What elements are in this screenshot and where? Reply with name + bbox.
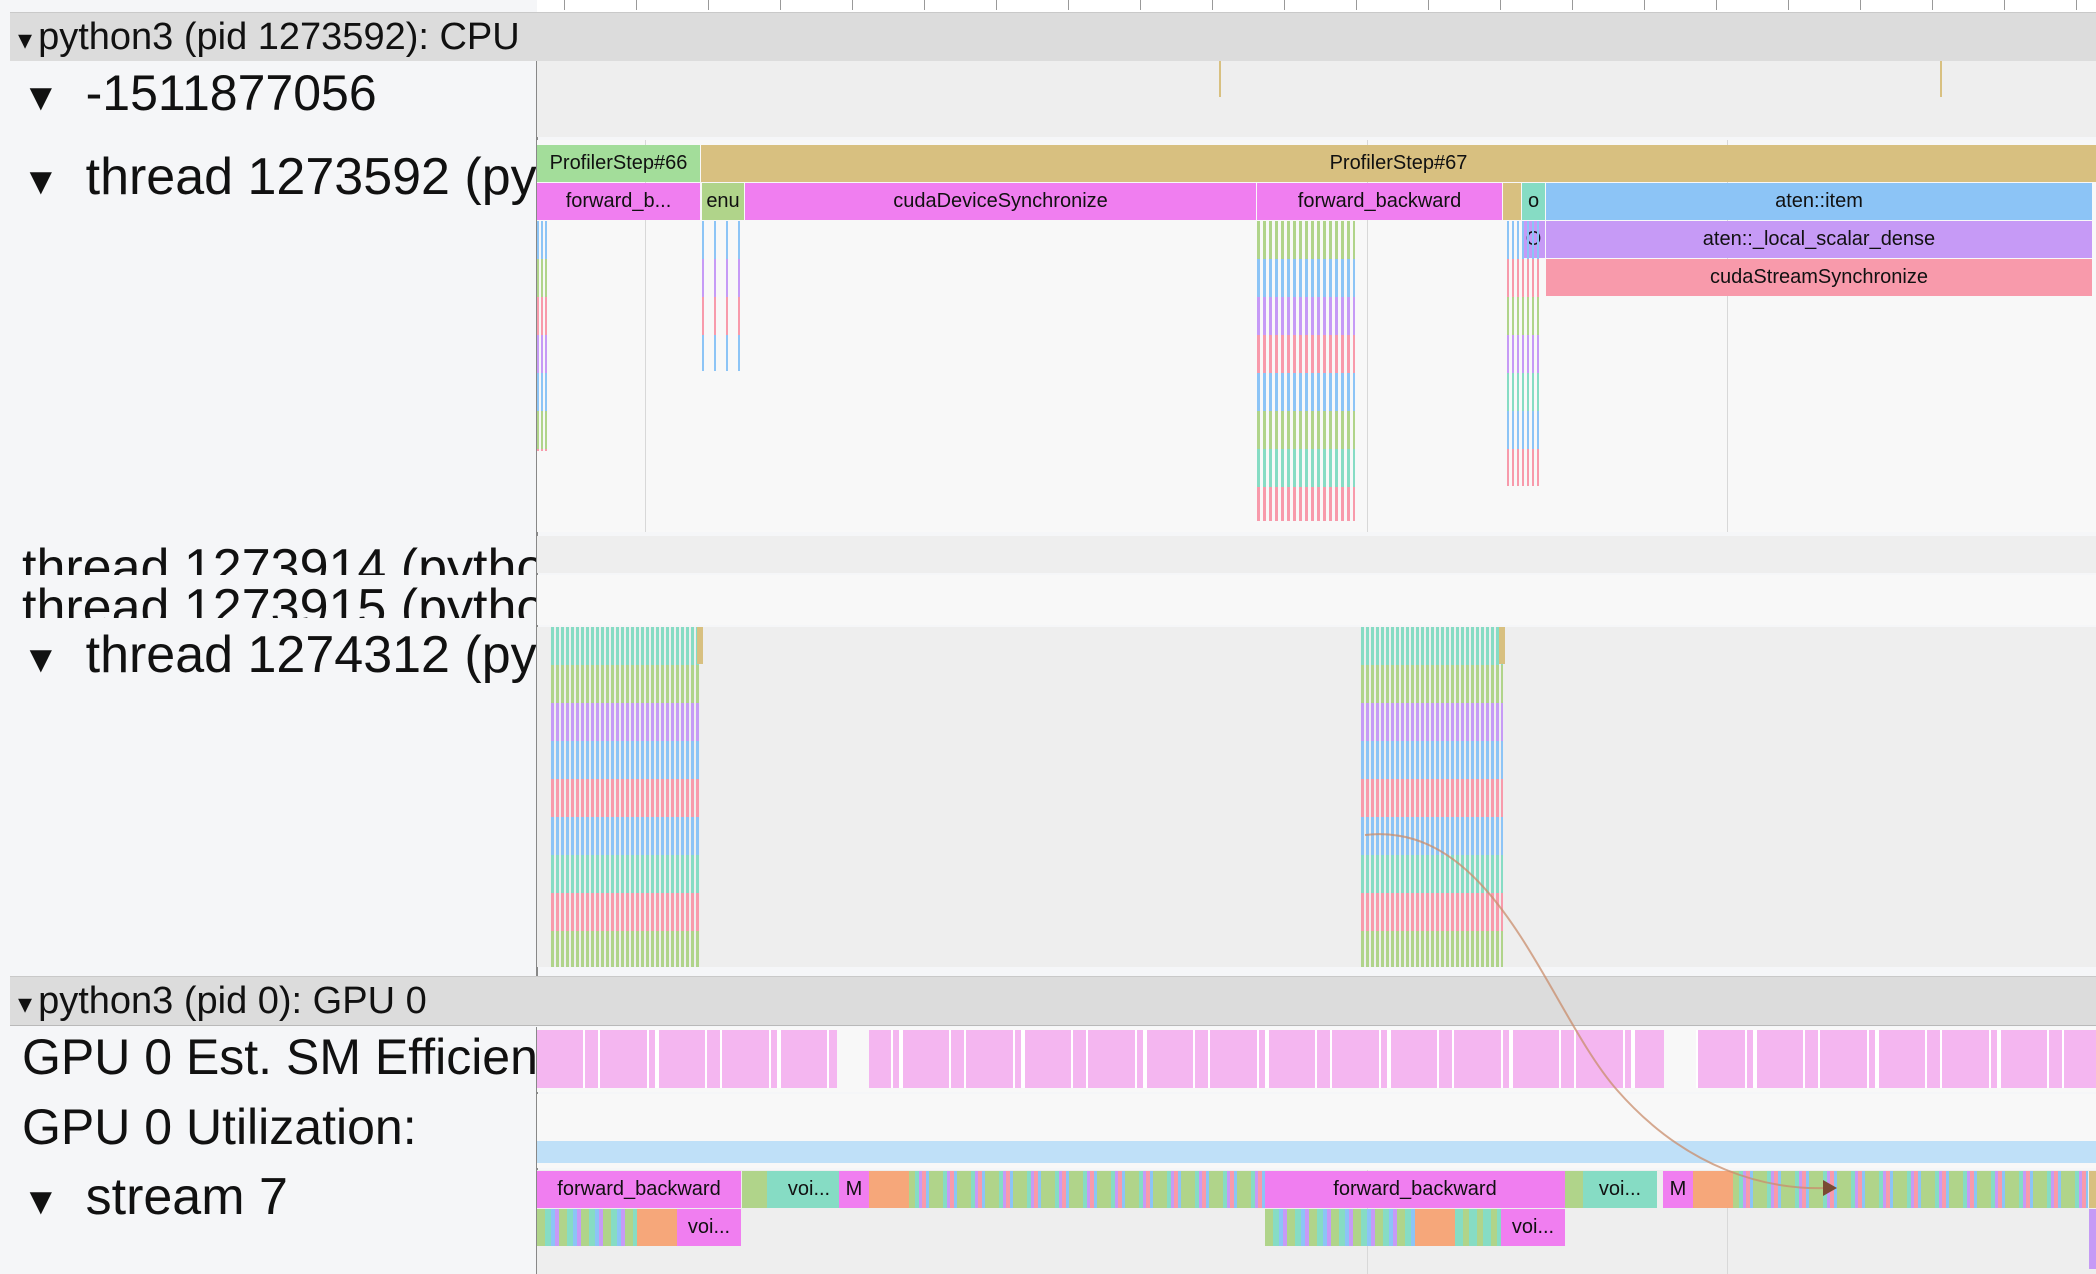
sm-gap (1664, 1030, 1696, 1088)
ruler-tick (636, 0, 637, 10)
slice-aten-item[interactable]: aten::item (1546, 183, 2092, 220)
slice-gpu-M[interactable]: M (839, 1171, 869, 1208)
row-label-sm-efficiency[interactable]: GPU 0 Est. SM Efficiency (22, 1029, 538, 1085)
kernel-block (869, 1171, 909, 1208)
gpu-label-column: GPU 0 Est. SM Efficiency GPU 0 Utilizati… (10, 1027, 538, 1274)
ruler-tick (1500, 0, 1501, 10)
counter-spike (1940, 61, 1942, 97)
call-stack (702, 221, 744, 371)
ruler-tick (2076, 0, 2077, 10)
collapse-triangle-icon[interactable]: ▾ (18, 988, 33, 1019)
kernel-block (1415, 1209, 1455, 1246)
slice-o[interactable]: o (1522, 183, 1545, 220)
slice-cuda-device-synchronize[interactable]: cudaDeviceSynchronize (745, 183, 1256, 220)
slice-enu[interactable]: enu (702, 183, 744, 220)
ruler-tick (1572, 0, 1573, 10)
ruler-tick (996, 0, 997, 10)
collapse-triangle-icon[interactable]: ▾ (18, 24, 33, 55)
row-label-stream-7[interactable]: ▼ stream 7 (22, 1167, 288, 1232)
ruler-tick (924, 0, 925, 10)
sm-efficiency-fill (537, 1030, 2096, 1088)
ruler-tick (1860, 0, 1861, 10)
row-label-thread-914[interactable]: thread 1273914 (python3) (22, 539, 536, 575)
expand-triangle-icon[interactable]: ▼ (22, 639, 60, 681)
slice-small[interactable] (1503, 183, 1521, 220)
call-stack (1361, 627, 1503, 967)
slice-forward-backward[interactable]: forward_backward (1257, 183, 1502, 220)
utilization-fill (537, 1141, 2096, 1163)
expand-triangle-icon[interactable]: ▼ (22, 161, 60, 203)
slice-aten-local-scalar-dense[interactable]: aten::_local_scalar_dense (1546, 221, 2092, 258)
track-stream-7[interactable]: forward_backward voi... M forward_backwa… (537, 1170, 2096, 1274)
row-label-thread-main[interactable]: ▼thread 1273592 (python3) (22, 147, 536, 212)
sm-gap (837, 1030, 869, 1088)
row-label-utilization[interactable]: GPU 0 Utilization: (22, 1099, 417, 1155)
ruler-tick (1284, 0, 1285, 10)
slice-gpu-forward-backward[interactable]: forward_backward (1265, 1171, 1565, 1208)
kernel-block (1565, 1171, 1583, 1208)
slice-gpu-voi[interactable]: voi... (767, 1171, 851, 1208)
row-label-thread-4312[interactable]: ▼thread 1274312 (python3) (22, 625, 536, 690)
slice-cuda-stream-synchronize[interactable]: cudaStreamSynchronize (1546, 259, 2092, 296)
kernel-block (1733, 1171, 2088, 1208)
ruler-tick (708, 0, 709, 10)
kernel-block (637, 1209, 677, 1246)
row-label-thread-915[interactable]: thread 1273915 (python3) (22, 579, 536, 618)
track-utilization[interactable] (537, 1094, 2096, 1168)
process-title: python3 (pid 1273592): CPU (38, 16, 520, 58)
slice-gpu-forward-backward[interactable]: forward_backward (537, 1171, 741, 1208)
kernel-block (2089, 1209, 2096, 1269)
kernel-block (1265, 1209, 1415, 1246)
slice-profiler-step-66[interactable]: ProfilerStep#66 (537, 145, 700, 182)
ruler-tick (780, 0, 781, 10)
slice-gpu-voi[interactable]: voi... (677, 1209, 741, 1246)
slice-profiler-step-67[interactable]: ProfilerStep#67 (701, 145, 2096, 182)
ruler-tick (1788, 0, 1789, 10)
track-thread-main[interactable]: ProfilerStep#66 ProfilerStep#67 forward_… (537, 140, 2096, 532)
cpu-label-column: ▼-1511877056 ▼thread 1273592 (python3) t… (10, 61, 538, 977)
ruler-tick (1932, 0, 1933, 10)
ruler-tick (1212, 0, 1213, 10)
ruler-tick (2004, 0, 2005, 10)
slice-gpu-M[interactable]: M (1663, 1171, 1693, 1208)
ruler-tick (564, 0, 565, 10)
slice-gpu-voi[interactable]: voi... (1583, 1171, 1657, 1208)
call-stack (1507, 221, 1542, 486)
ruler-tick (1428, 0, 1429, 10)
ruler-tick (1068, 0, 1069, 10)
ruler-tick (1644, 0, 1645, 10)
process-title: python3 (pid 0): GPU 0 (38, 980, 427, 1022)
track-counter[interactable] (537, 61, 2096, 137)
track-thread-914[interactable] (537, 536, 2096, 573)
ruler-tick (1356, 0, 1357, 10)
process-header-gpu[interactable]: ▾ python3 (pid 0): GPU 0 (10, 976, 2096, 1026)
kernel-block (1455, 1209, 1501, 1246)
expand-triangle-icon[interactable]: ▼ (22, 1181, 60, 1223)
call-stack (1257, 221, 1355, 521)
kernel-block (909, 1171, 1289, 1208)
track-thread-4312[interactable] (537, 627, 2096, 967)
ruler-tick (1716, 0, 1717, 10)
row-label-counter[interactable]: ▼ -1511877056 (22, 63, 377, 128)
ruler-tick (852, 0, 853, 10)
slice-small[interactable] (697, 627, 703, 664)
call-stack (551, 627, 701, 967)
expand-triangle-icon[interactable]: ▼ (22, 77, 60, 119)
slice-small[interactable] (1499, 627, 1505, 664)
track-sm-efficiency[interactable] (537, 1027, 2096, 1092)
counter-spike (1219, 61, 1221, 97)
kernel-block (742, 1171, 767, 1208)
slice-gpu-voi[interactable]: voi... (1501, 1209, 1565, 1246)
ruler-tick (1140, 0, 1141, 10)
track-thread-915[interactable] (537, 575, 2096, 625)
process-header-cpu[interactable]: ▾ python3 (pid 1273592): CPU (10, 12, 2096, 62)
call-stack (537, 221, 547, 451)
kernel-block (1693, 1171, 1733, 1208)
kernel-block (537, 1209, 637, 1246)
kernel-block (2089, 1171, 2096, 1208)
slice-forward-b[interactable]: forward_b... (537, 183, 700, 220)
